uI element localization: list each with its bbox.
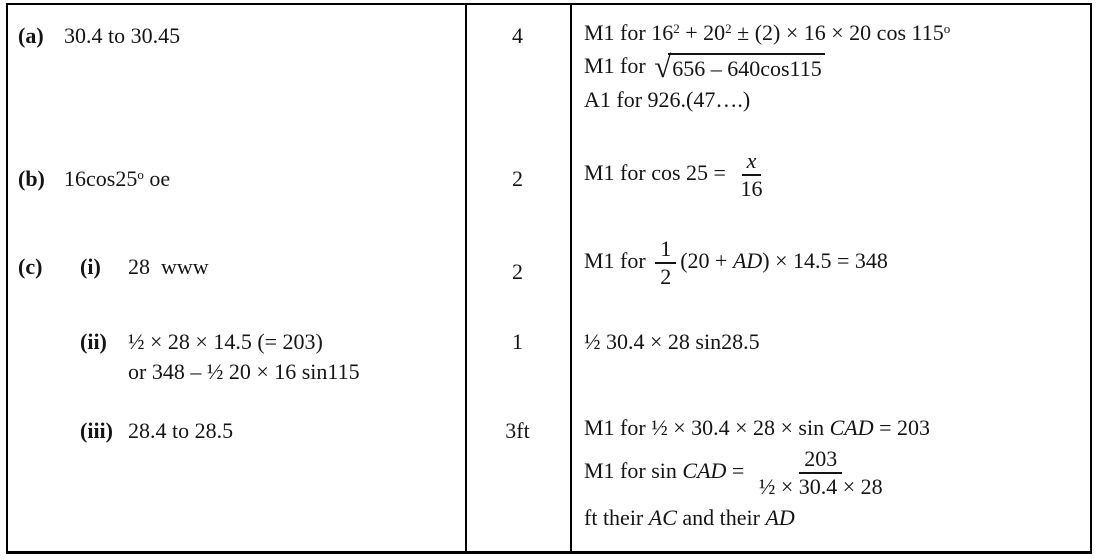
italic-term: AD: [765, 505, 795, 530]
part-label: (b): [18, 166, 45, 191]
guidance-line: M1 for sin CAD = 203 ½ × 30.4 × 28: [584, 446, 1084, 500]
mark-cell-c1: 2: [467, 257, 568, 287]
answer-text: ½ × 28 × 14.5 (= 203) or 348 – ½ 20 × 16 …: [128, 327, 458, 387]
answer-cell-c2: (ii) ½ × 28 × 14.5 (= 203) or 348 – ½ 20 ×…: [18, 327, 458, 387]
mark-cell-c2: 1: [467, 327, 568, 357]
answer-cell-c3: (iii) 28.4 to 28.5: [18, 416, 458, 446]
guidance-cell-a: M1 for 162 + 202 ± (2) × 16 × 20 cos 115…: [584, 18, 1084, 118]
fraction-denominator: ½ × 30.4 × 28: [758, 474, 883, 499]
superscript: o: [943, 21, 951, 36]
answer-line: 28 www: [128, 254, 209, 279]
guidance-line: M1 for cos 25 = x 16: [584, 148, 1084, 202]
answer-line: ½ × 28 × 14.5 (= 203): [128, 329, 323, 354]
answer-cell-b: (b) 16cos25o oe: [18, 164, 458, 194]
answer-line: 16cos25o oe: [64, 166, 171, 191]
sub-part-label: (iii): [80, 418, 113, 443]
mark-cell-b: 2: [467, 164, 568, 194]
fraction-denominator: 16: [740, 176, 763, 201]
mark-value: 3ft: [505, 418, 530, 443]
guidance-line: M1 for ½ × 30.4 × 28 × sin CAD = 203: [584, 415, 931, 440]
column-divider-answer-mark: [465, 5, 467, 551]
column-divider-mark-guidance: [570, 5, 572, 551]
mark-scheme-table: (a) 30.4 to 30.45 4 M1 for 162 + 202 ± (2) …: [6, 3, 1092, 554]
guidance-line: M1 for 162 + 202 ± (2) × 16 × 20 cos 115…: [584, 20, 951, 45]
superscript: o: [137, 167, 144, 182]
italic-term: AC: [648, 505, 677, 530]
italic-term: AD: [732, 248, 763, 274]
fraction: x 16: [735, 148, 767, 202]
fraction: 203 ½ × 30.4 × 28: [754, 446, 888, 500]
answer-line: 28.4 to 28.5: [128, 418, 234, 443]
superscript: 2: [725, 21, 732, 36]
fraction-numerator: 203: [799, 446, 843, 474]
square-root: √ 656 – 640cos115: [654, 49, 825, 85]
italic-term: x: [746, 148, 757, 173]
mark-cell-c3: 3ft: [467, 416, 568, 446]
mark-cell-a: 4: [467, 21, 568, 51]
sub-part-label: (i): [80, 254, 101, 279]
mark-value: 4: [512, 23, 523, 48]
guidance-line: ft their AC and their AD: [584, 505, 795, 530]
part-label: (a): [18, 23, 44, 48]
italic-term: CAD: [829, 415, 874, 440]
italic-term: CAD: [682, 458, 727, 484]
superscript: 2: [673, 21, 680, 36]
answer-text: 30.4 to 30.45: [64, 21, 458, 51]
guidance-line: M1 for 1 2 (20 + AD) × 14.5 = 348: [584, 236, 888, 290]
answer-text: 16cos25o oe: [64, 164, 458, 194]
answer-line: 30.4 to 30.45: [64, 23, 181, 48]
mark-value: 1: [512, 329, 523, 354]
answer-text: 28 www: [128, 252, 458, 282]
answer-cell-c1: (c) (i) 28 www: [18, 252, 458, 282]
answer-cell-a: (a) 30.4 to 30.45: [18, 21, 458, 51]
guidance-cell-c2: ½ 30.4 × 28 sin28.5: [584, 327, 1084, 360]
mark-value: 2: [512, 259, 523, 284]
fraction-numerator: x: [741, 148, 762, 176]
guidance-line: ½ 30.4 × 28 sin28.5: [584, 329, 760, 354]
answer-line: or 348 – ½ 20 × 16 sin115: [128, 359, 360, 384]
sub-part-label: (ii): [80, 329, 107, 354]
part-label: (c): [18, 254, 43, 279]
fraction-numerator: 1: [655, 236, 677, 264]
mark-value: 2: [512, 166, 523, 191]
guidance-line: A1 for 926.(47….): [584, 87, 751, 113]
radicand: 656 – 640cos115: [668, 53, 825, 82]
guidance-line: M1 for √ 656 – 640cos115: [584, 51, 1084, 82]
answer-text: 28.4 to 28.5: [128, 416, 458, 446]
guidance-cell-c3: M1 for ½ × 30.4 × 28 × sin CAD = 203 M1 f…: [584, 413, 1084, 536]
fraction-denominator: 2: [660, 264, 672, 289]
guidance-cell-b: M1 for cos 25 = x 16: [584, 148, 1084, 205]
radical-sign: √: [654, 49, 672, 85]
guidance-cell-c1: M1 for 1 2 (20 + AD) × 14.5 = 348: [584, 236, 1084, 293]
